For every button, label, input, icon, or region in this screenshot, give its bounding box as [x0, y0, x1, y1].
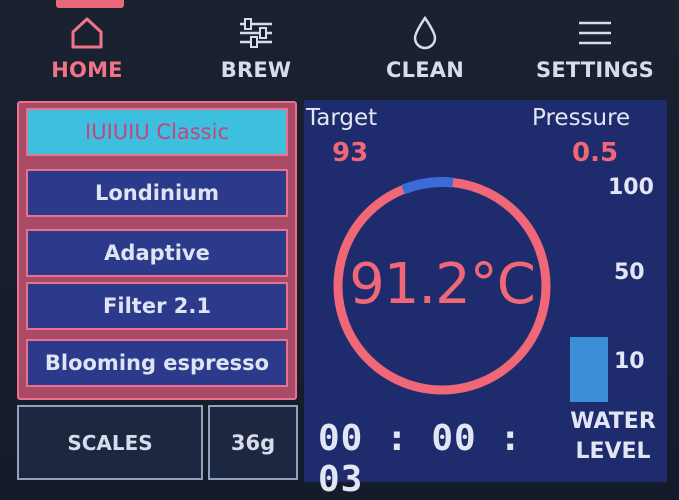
profile-item-londinium[interactable]: Londinium: [26, 169, 288, 217]
water-level-fill: [570, 337, 608, 402]
pressure-label: Pressure: [532, 105, 631, 131]
weight-readout: 36g: [208, 405, 298, 480]
profile-list: IUIUIU Classic Londinium Adaptive Filter…: [17, 101, 297, 400]
water-level-label: WATER LEVEL: [561, 407, 665, 467]
tab-home-label: HOME: [51, 58, 123, 82]
status-panel: Target 93 Pressure 0.5 91.2°C 00 : 00 : …: [304, 100, 667, 500]
target-value: 93: [332, 138, 369, 168]
water-level-bar: [570, 286, 608, 402]
menu-icon: [575, 14, 615, 52]
water-level-label-line2: LEVEL: [575, 439, 651, 464]
home-icon: [67, 14, 107, 52]
profile-item-filter-2-1[interactable]: Filter 2.1: [26, 282, 288, 330]
scales-button[interactable]: SCALES: [17, 405, 203, 480]
tab-settings-label: SETTINGS: [536, 58, 654, 82]
tab-brew[interactable]: BREW: [186, 14, 326, 92]
tab-home[interactable]: HOME: [17, 14, 157, 92]
tab-clean-label: CLEAN: [386, 58, 464, 82]
target-label: Target: [306, 105, 378, 131]
temperature-gauge: [333, 177, 551, 395]
water-drop-icon: [405, 14, 445, 52]
profile-item-iuiuiu-classic[interactable]: IUIUIU Classic: [26, 108, 288, 156]
tab-brew-label: BREW: [220, 58, 292, 82]
water-level-label-line1: WATER: [570, 409, 656, 434]
gauge-progress-arc: [401, 177, 454, 195]
tab-clean[interactable]: CLEAN: [355, 14, 495, 92]
water-tick-10: 10: [614, 349, 645, 374]
profile-item-blooming-espresso[interactable]: Blooming espresso: [26, 339, 288, 387]
water-tick-100: 100: [608, 175, 654, 200]
tab-settings[interactable]: SETTINGS: [525, 14, 665, 92]
top-navigation: HOME BREW CLEAN: [0, 0, 679, 96]
profile-item-adaptive[interactable]: Adaptive: [26, 229, 288, 277]
brew-timer: 00 : 00 : 03: [318, 418, 523, 500]
active-tab-indicator: [56, 0, 124, 8]
pressure-value: 0.5: [572, 138, 619, 168]
temperature-readout: 91.2°C: [349, 252, 536, 317]
sliders-icon: [236, 14, 276, 52]
water-tick-50: 50: [614, 260, 645, 285]
